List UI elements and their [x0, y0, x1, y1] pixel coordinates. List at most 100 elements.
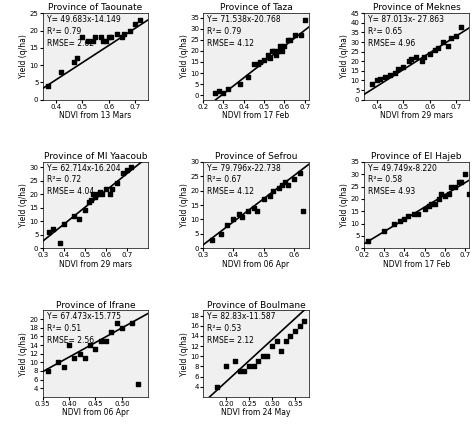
Point: [425, 203, 432, 210]
Title: Province of El Hajeb: Province of El Hajeb: [371, 152, 462, 161]
Point: [76, 350, 83, 357]
Point: [368, 81, 375, 88]
Point: [121, 30, 128, 37]
Point: [113, 180, 120, 187]
Point: [437, 191, 445, 198]
Point: [49, 226, 57, 233]
Point: [277, 348, 285, 355]
Point: [287, 36, 294, 43]
Point: [451, 183, 459, 190]
Point: [431, 200, 438, 207]
Point: [105, 34, 112, 41]
Title: Province of Ifrane: Province of Ifrane: [55, 301, 135, 310]
Point: [213, 383, 221, 390]
Point: [90, 191, 97, 198]
Point: [392, 69, 399, 76]
Point: [91, 194, 99, 201]
Y-axis label: Yield (q/ha): Yield (q/ha): [180, 332, 189, 376]
X-axis label: NDVI from 06 Apr: NDVI from 06 Apr: [62, 408, 129, 418]
Point: [113, 320, 120, 327]
Point: [97, 34, 105, 41]
Point: [452, 33, 460, 40]
Point: [396, 217, 404, 224]
Point: [456, 178, 463, 185]
Point: [266, 193, 273, 200]
Point: [282, 337, 290, 344]
Point: [373, 77, 381, 84]
Point: [238, 213, 246, 220]
Point: [56, 239, 64, 247]
Point: [278, 181, 285, 188]
Text: Y= 62.714x-16.204
R²= 0.72
RMSE= 4.04: Y= 62.714x-16.204 R²= 0.72 RMSE= 4.04: [47, 164, 120, 196]
Y-axis label: Yield (q/ha): Yield (q/ha): [19, 34, 28, 78]
Point: [394, 65, 402, 72]
Point: [457, 23, 465, 30]
Point: [400, 64, 407, 71]
Point: [445, 191, 453, 198]
Y-axis label: Yield (q/ha): Yield (q/ha): [340, 34, 349, 78]
Point: [45, 228, 53, 235]
Point: [128, 164, 135, 171]
Title: Province of Sefrou: Province of Sefrou: [215, 152, 297, 161]
Point: [255, 358, 262, 365]
Point: [108, 34, 115, 41]
Point: [96, 188, 103, 195]
Point: [100, 37, 107, 45]
Point: [236, 210, 243, 217]
Y-axis label: Yield (q/ha): Yield (q/ha): [19, 183, 28, 227]
Point: [113, 30, 120, 37]
Point: [236, 368, 244, 375]
Point: [71, 212, 78, 219]
Point: [137, 17, 144, 24]
Point: [273, 52, 280, 59]
Text: Y= 49.683x-14.149
R²= 0.79
RMSE= 2.62: Y= 49.683x-14.149 R²= 0.79 RMSE= 2.62: [47, 15, 121, 48]
Point: [410, 210, 418, 217]
Point: [222, 363, 230, 370]
Point: [216, 87, 223, 94]
Point: [301, 16, 309, 23]
Point: [274, 47, 282, 54]
Point: [218, 230, 225, 237]
Point: [285, 36, 292, 43]
Y-axis label: Yield (q/ha): Yield (q/ha): [180, 183, 189, 227]
Point: [55, 359, 62, 366]
Point: [244, 74, 252, 81]
Point: [275, 184, 283, 191]
Title: Province of Boulmane: Province of Boulmane: [207, 301, 305, 310]
Point: [271, 47, 278, 54]
Point: [364, 237, 372, 244]
Point: [281, 179, 288, 186]
Point: [128, 320, 136, 327]
Point: [259, 353, 267, 360]
Title: Province of Taounate: Province of Taounate: [48, 4, 143, 12]
Point: [85, 199, 93, 206]
Point: [102, 185, 110, 192]
Point: [418, 58, 426, 65]
Point: [60, 220, 68, 228]
Point: [276, 43, 284, 50]
Point: [89, 37, 97, 45]
Point: [256, 59, 264, 66]
Point: [134, 381, 141, 388]
Point: [444, 42, 452, 49]
Point: [287, 333, 294, 340]
X-axis label: NDVI from 29 mars: NDVI from 29 mars: [59, 260, 132, 269]
Point: [415, 210, 422, 217]
Point: [108, 329, 115, 336]
Point: [461, 171, 469, 178]
Point: [260, 56, 268, 64]
Point: [84, 37, 91, 45]
Point: [102, 37, 110, 45]
Point: [44, 367, 52, 374]
Point: [407, 56, 415, 63]
Point: [281, 43, 288, 50]
Point: [297, 32, 304, 39]
Text: Y= 87.013x- 27.863
R²= 0.65
RMSE= 4.96: Y= 87.013x- 27.863 R²= 0.65 RMSE= 4.96: [368, 15, 444, 48]
Point: [260, 196, 267, 203]
Title: Province of Meknes: Province of Meknes: [373, 4, 460, 12]
Point: [291, 327, 299, 334]
Text: Y= 49.749x-8.220
R²= 0.58
RMSE= 4.93: Y= 49.749x-8.220 R²= 0.58 RMSE= 4.93: [368, 164, 437, 196]
Point: [421, 205, 428, 212]
Point: [109, 185, 116, 192]
Point: [386, 71, 394, 78]
